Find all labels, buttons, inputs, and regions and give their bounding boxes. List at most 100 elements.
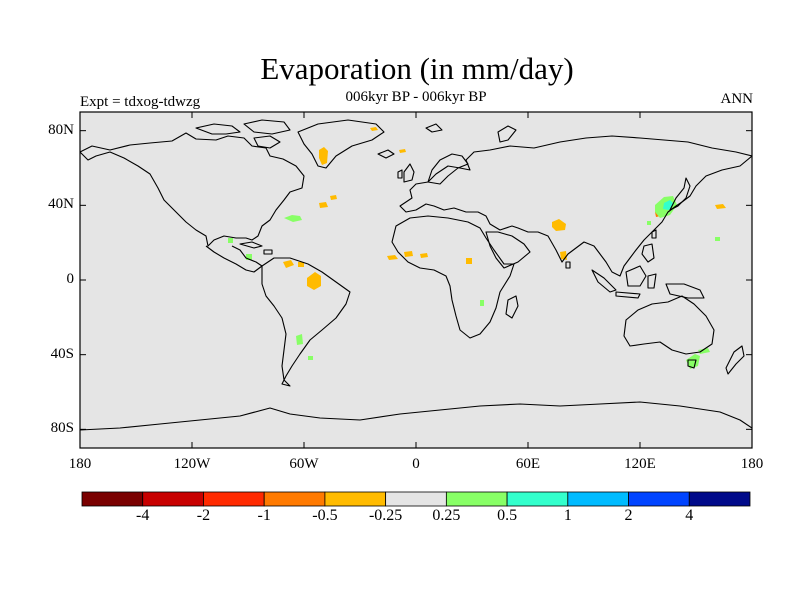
negative-patch [552, 219, 566, 231]
colorbar-box [506, 491, 569, 507]
coast-tasmania [687, 359, 697, 369]
map-background [80, 112, 752, 448]
positive-patch [663, 200, 674, 210]
lat-tick-label: 0 [66, 271, 75, 287]
colorbar-box [142, 491, 204, 507]
negative-patch [399, 149, 406, 153]
positive-patch [228, 238, 233, 243]
coast-australia [623, 295, 715, 355]
coast-uk [403, 163, 415, 183]
colorbar-label: 4 [685, 507, 694, 524]
positive-patch [296, 334, 303, 345]
lon-tick-label: 180 [740, 456, 764, 472]
colorbar-box [263, 491, 326, 507]
coast-canadian-archipelago-3 [253, 135, 281, 149]
colorbar-box [203, 491, 265, 507]
coast-greenland [297, 119, 385, 169]
coastlines [80, 119, 752, 431]
coast-iceland [377, 149, 395, 159]
positive-patch [698, 348, 710, 354]
negative-patch [560, 251, 567, 260]
coast-borneo [625, 265, 647, 287]
coast-novaya-zemlya [497, 125, 517, 143]
coast-africa [391, 215, 515, 339]
negative-patch [387, 255, 398, 260]
negative-patch [319, 147, 328, 165]
coast-scandinavia [427, 153, 469, 185]
coast-cuba [239, 241, 263, 249]
colorbar-label: -2 [196, 507, 211, 524]
negative-patch [330, 195, 337, 200]
plot-subtitle: 006kyr BP - 006kyr BP [345, 89, 487, 105]
lon-tick-label: 0 [412, 456, 420, 472]
colorbar-label: -0.5 [312, 507, 338, 524]
coast-svalbard [425, 123, 443, 133]
lat-tick-label: 40N [48, 196, 74, 213]
negative-patch [715, 204, 726, 209]
lon-tick-label: 180 [68, 456, 92, 472]
colorbar-box [628, 491, 690, 507]
coast-sri-lanka [565, 261, 571, 269]
coast-central-america [205, 245, 263, 273]
coast-new-zealand [725, 345, 745, 375]
colorbar-box [385, 491, 447, 507]
coast-arabia [485, 231, 531, 269]
lon-tick-label: 120W [173, 456, 211, 472]
negative-patch [298, 262, 304, 267]
coast-new-guinea [665, 283, 705, 299]
colorbar-box [567, 491, 629, 507]
colorbar-label: -0.25 [368, 507, 403, 524]
colorbar-box [688, 491, 751, 507]
colorbar-label: 0.25 [432, 507, 461, 524]
coast-taiwan [651, 229, 657, 239]
coast-south-america [261, 257, 351, 387]
coast-sulawesi [647, 273, 657, 289]
colorbar-box [445, 491, 508, 507]
coast-philippines [641, 243, 655, 263]
coast-canadian-archipelago-2 [243, 119, 291, 135]
colorbar-label: 1 [563, 507, 572, 524]
coast-japan [669, 177, 691, 211]
colorbar-box [81, 491, 144, 507]
coast-madagascar [505, 295, 519, 319]
positive-patch [686, 354, 700, 369]
negative-patch [420, 253, 428, 258]
anomaly-patches [228, 127, 726, 369]
lat-tick-label: 80N [48, 121, 74, 138]
colorbar-label: 2 [624, 507, 633, 524]
negative-patch [283, 260, 294, 268]
coast-antarctica [80, 401, 752, 431]
positive-patch [308, 356, 313, 360]
coast-java [615, 291, 641, 299]
positive-patch [284, 215, 302, 222]
axis-ticks [79, 112, 753, 448]
negative-patch [370, 127, 378, 131]
coast-north-america [80, 132, 305, 247]
positive-patch [480, 300, 484, 306]
colorbar-label: -4 [136, 507, 150, 524]
negative-patch [466, 258, 472, 264]
colorbar [81, 491, 751, 507]
negative-patch [404, 251, 413, 257]
positive-patch [647, 221, 651, 225]
lat-tick-label: 40S [50, 345, 74, 362]
lat-tick-label: 80S [50, 420, 74, 437]
colorbar-box [324, 491, 387, 507]
season-label: ANN [720, 91, 754, 107]
coast-sumatra [591, 269, 617, 293]
lon-tick-label: 60W [289, 456, 319, 472]
coast-eurasia [399, 135, 752, 277]
experiment-label: Expt = tdxog-tdwzg [80, 94, 201, 110]
coast-hispaniola [263, 249, 273, 255]
colorbar-label: -1 [257, 507, 271, 524]
negative-patch [307, 272, 321, 290]
negative-patch [319, 202, 328, 208]
coast-canadian-archipelago [195, 123, 241, 135]
colorbar-label: 0.5 [497, 507, 518, 524]
plot-title: Evaporation (in mm/day) [260, 51, 574, 86]
lon-tick-label: 60E [515, 456, 541, 472]
lon-tick-label: 120E [624, 456, 656, 472]
coast-ireland [397, 169, 403, 179]
positive-patch [715, 237, 720, 241]
